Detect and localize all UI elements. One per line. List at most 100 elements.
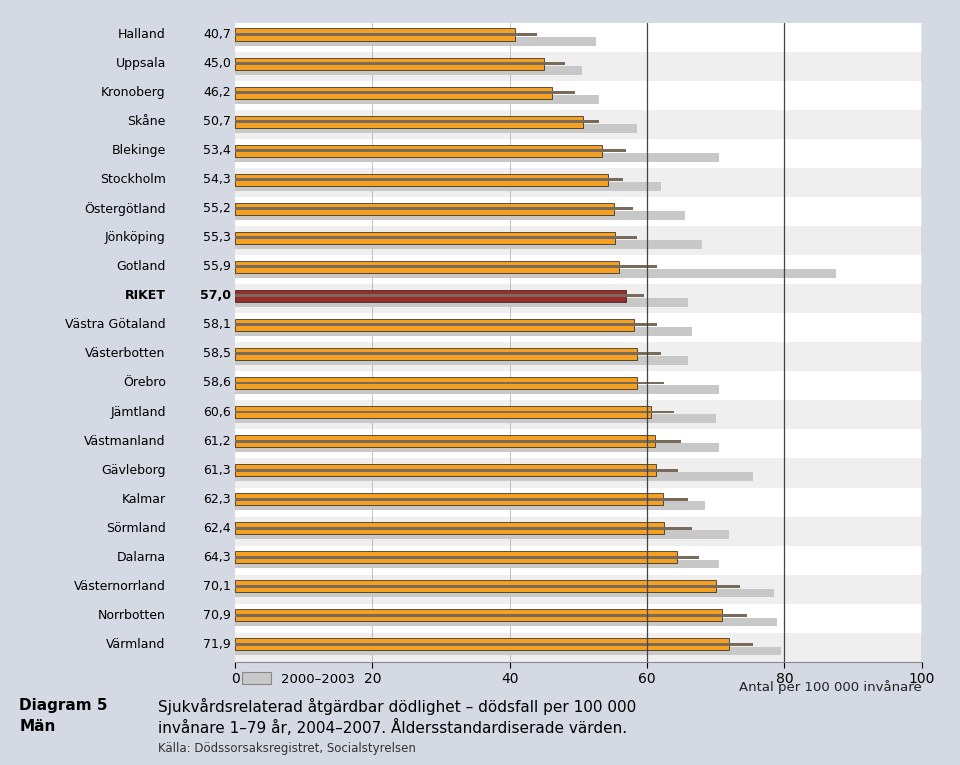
- Bar: [235, 145, 602, 157]
- Bar: [235, 604, 922, 633]
- Bar: [235, 435, 656, 448]
- Bar: [235, 400, 922, 429]
- Text: 46,2: 46,2: [204, 86, 231, 99]
- Text: 58,1: 58,1: [204, 318, 231, 331]
- Text: 61,2: 61,2: [204, 435, 231, 448]
- Text: Blekinge: Blekinge: [111, 145, 166, 157]
- Bar: [235, 343, 922, 371]
- Bar: [235, 527, 691, 529]
- Bar: [235, 236, 636, 239]
- Bar: [235, 487, 922, 516]
- Text: 55,9: 55,9: [204, 260, 231, 273]
- Text: 62,3: 62,3: [204, 493, 231, 506]
- Bar: [235, 37, 595, 46]
- Bar: [235, 498, 688, 500]
- Bar: [235, 211, 684, 220]
- Text: Kalmar: Kalmar: [122, 493, 166, 506]
- Bar: [235, 617, 778, 627]
- Text: Västmanland: Västmanland: [84, 435, 166, 448]
- Bar: [235, 86, 552, 99]
- Text: Halland: Halland: [118, 28, 166, 41]
- Bar: [235, 633, 922, 662]
- Bar: [235, 327, 691, 336]
- Legend: 2000–2003: 2000–2003: [242, 672, 355, 685]
- Text: 64,3: 64,3: [204, 551, 231, 564]
- Bar: [235, 559, 719, 568]
- Text: Jämtland: Jämtland: [110, 405, 166, 418]
- Bar: [235, 149, 627, 152]
- Text: 55,3: 55,3: [204, 231, 231, 244]
- Text: Skåne: Skåne: [128, 116, 166, 129]
- Text: Östergötland: Östergötland: [84, 202, 166, 216]
- Bar: [235, 440, 682, 442]
- Text: 71,9: 71,9: [204, 638, 231, 651]
- Bar: [235, 81, 922, 110]
- Bar: [235, 295, 643, 298]
- Bar: [235, 290, 627, 302]
- Bar: [235, 411, 675, 413]
- Bar: [235, 580, 716, 592]
- Bar: [235, 458, 922, 487]
- Bar: [235, 265, 658, 269]
- Text: Norrbotten: Norrbotten: [98, 609, 166, 622]
- Text: 61,3: 61,3: [204, 464, 231, 477]
- Bar: [235, 203, 614, 215]
- Text: 70,9: 70,9: [204, 609, 231, 622]
- Bar: [235, 353, 660, 356]
- Text: Kronoberg: Kronoberg: [101, 86, 166, 99]
- Text: Västerbotten: Västerbotten: [85, 347, 166, 360]
- Text: 62,4: 62,4: [204, 522, 231, 535]
- Text: 45,0: 45,0: [204, 57, 231, 70]
- Text: Uppsala: Uppsala: [115, 57, 166, 70]
- Text: Män: Män: [19, 719, 56, 734]
- Bar: [235, 555, 699, 558]
- Bar: [235, 207, 634, 210]
- Text: 57,0: 57,0: [200, 289, 231, 302]
- Bar: [235, 382, 664, 385]
- Bar: [235, 371, 922, 400]
- Bar: [235, 530, 730, 539]
- Bar: [235, 643, 754, 646]
- Bar: [235, 444, 719, 452]
- Bar: [235, 429, 922, 458]
- Bar: [235, 356, 688, 365]
- Bar: [235, 139, 922, 168]
- Bar: [235, 298, 688, 307]
- Bar: [235, 501, 706, 510]
- Bar: [235, 57, 544, 70]
- Text: Antal per 100 000 invånare: Antal per 100 000 invånare: [739, 680, 922, 694]
- Text: Västra Götaland: Västra Götaland: [65, 318, 166, 331]
- Text: Stockholm: Stockholm: [100, 173, 166, 186]
- Bar: [235, 226, 922, 256]
- Bar: [235, 386, 719, 394]
- Bar: [235, 493, 662, 505]
- Bar: [235, 95, 599, 104]
- Text: RIKET: RIKET: [125, 289, 166, 302]
- Bar: [235, 116, 584, 128]
- Bar: [235, 110, 922, 139]
- Bar: [235, 575, 922, 604]
- Text: 50,7: 50,7: [203, 116, 231, 129]
- Bar: [235, 52, 922, 81]
- Bar: [235, 319, 634, 331]
- Bar: [235, 124, 636, 132]
- Bar: [235, 516, 922, 545]
- Bar: [235, 91, 575, 94]
- Bar: [235, 469, 678, 471]
- Bar: [235, 638, 729, 650]
- Bar: [235, 473, 754, 481]
- Text: Gävleborg: Gävleborg: [101, 464, 166, 477]
- Text: Diagram 5: Diagram 5: [19, 698, 108, 713]
- Bar: [235, 588, 774, 597]
- Bar: [235, 256, 922, 285]
- Bar: [235, 545, 922, 575]
- Text: 54,3: 54,3: [204, 173, 231, 186]
- Bar: [235, 33, 538, 36]
- Bar: [235, 232, 614, 244]
- Bar: [235, 178, 623, 181]
- Bar: [235, 269, 836, 278]
- Text: 58,6: 58,6: [204, 376, 231, 389]
- Bar: [235, 406, 651, 418]
- Bar: [235, 182, 660, 190]
- Bar: [235, 168, 922, 197]
